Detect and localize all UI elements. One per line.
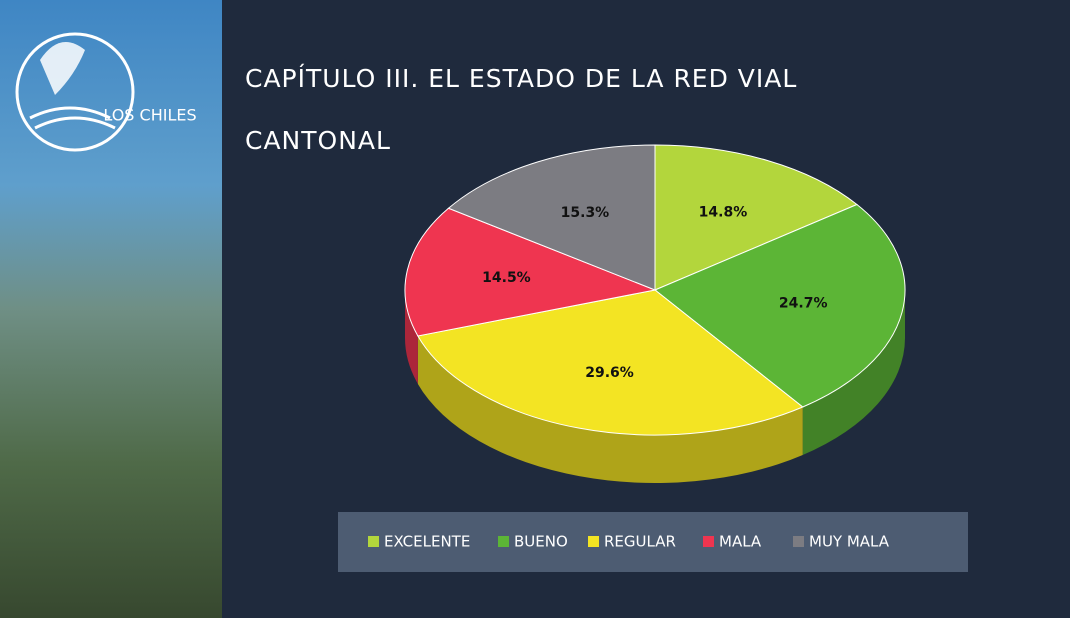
legend-label: MALA <box>719 533 762 551</box>
data-label: 14.8% <box>699 204 748 220</box>
legend-swatch <box>793 536 804 547</box>
data-label: 29.6% <box>585 365 634 381</box>
legend-label: MUY MALA <box>809 533 890 551</box>
legend-swatch <box>498 536 509 547</box>
chart-title: CAPÍTULO III. EL ESTADO DE LA RED VIAL C… <box>245 48 855 172</box>
legend-swatch <box>368 536 379 547</box>
data-label: 15.3% <box>561 205 610 221</box>
logo: LOS CHILES <box>17 34 197 150</box>
legend-label: REGULAR <box>604 533 676 551</box>
legend-label: BUENO <box>514 533 568 551</box>
legend-swatch <box>588 536 599 547</box>
data-label: 14.5% <box>482 270 531 286</box>
logo-waves <box>30 108 115 128</box>
slide: LOS CHILES 14.8% 24.7% 29.6% 14.5% 15.3% EXCE… <box>0 0 1070 618</box>
logo-bird <box>40 42 85 95</box>
legend-label: EXCELENTE <box>384 533 470 551</box>
logo-text: LOS CHILES <box>103 106 196 125</box>
legend-swatch <box>703 536 714 547</box>
data-label: 24.7% <box>779 295 828 311</box>
